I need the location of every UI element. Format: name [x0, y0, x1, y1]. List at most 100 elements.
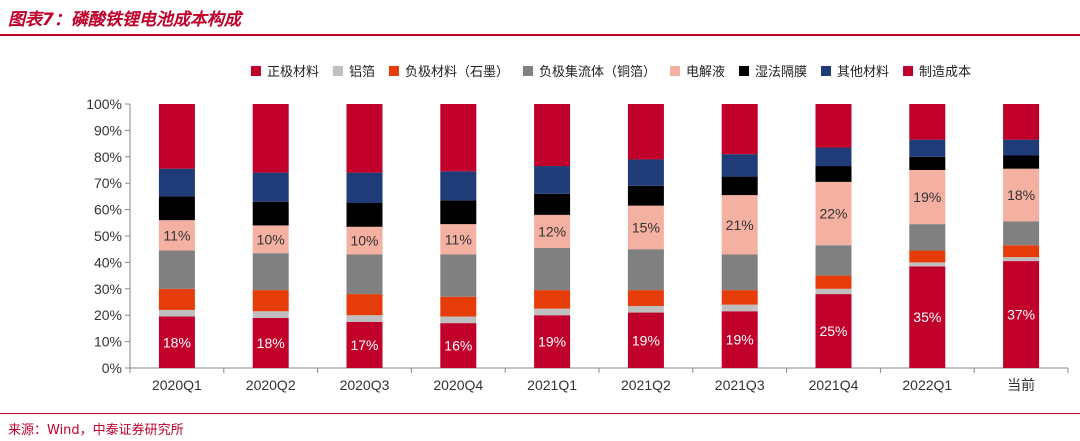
bar-segment: [1003, 261, 1040, 368]
bar-segment: [1003, 139, 1040, 156]
legend-swatch: [332, 66, 343, 76]
bar-segment: [909, 104, 946, 140]
bars: [158, 104, 1040, 368]
data-label: 17%: [350, 337, 378, 353]
legend-item: 制造成本: [903, 65, 971, 80]
bar-segment: [440, 316, 477, 324]
legend-swatch: [522, 66, 533, 76]
data-label: 25%: [819, 323, 847, 339]
data-label: 19%: [726, 332, 754, 348]
bar-segment: [440, 254, 477, 297]
bar-segment: [815, 288, 852, 295]
data-label: 22%: [819, 206, 847, 222]
bar-segment: [534, 308, 571, 316]
y-tick-label: 50%: [94, 228, 122, 244]
bar-segment: [627, 249, 664, 291]
bar-segment: [815, 181, 852, 246]
bar-segment: [534, 214, 571, 248]
bar-segment: [252, 290, 289, 312]
bar-segment: [346, 226, 383, 255]
bar-segment: [346, 294, 383, 316]
bar-segment: [627, 104, 664, 160]
bar-segment: [721, 311, 758, 368]
data-label: 11%: [445, 231, 472, 247]
legend-item: 其他材料: [821, 65, 889, 80]
legend-label: 其他材料: [837, 65, 889, 80]
bar-segment: [534, 315, 571, 368]
bar-segment: [158, 309, 195, 317]
bar-segment: [815, 104, 852, 148]
bar-segment: [627, 159, 664, 186]
x-tick-label: 2020Q3: [340, 377, 390, 393]
legend-label: 铝箔: [349, 64, 375, 80]
bar-segment: [346, 254, 383, 295]
y-tick-label: 80%: [94, 149, 122, 165]
y-tick-label: 70%: [94, 175, 122, 191]
bar-segment: [627, 185, 664, 206]
bar-segment: [909, 156, 946, 170]
stacked-bar-chart: 正极材料 铝箔 负极材料（石墨） 负极集流体（铜箔） 电解液 湿法隔膜 其他材料 制造成本 0…: [86, 64, 1069, 393]
bar-segment: [909, 250, 946, 263]
bar-segment: [909, 266, 946, 368]
bar-segment: [440, 224, 477, 255]
bar-segment: [1003, 155, 1040, 169]
bar-segment: [252, 201, 289, 226]
bar-segment: [158, 168, 195, 197]
data-label: 37%: [1007, 307, 1035, 323]
bar-segment: [815, 245, 852, 276]
bar-segment: [158, 250, 195, 289]
bar-segment: [346, 104, 383, 173]
bar-segment: [252, 104, 289, 173]
legend-label: 湿法隔膜: [755, 65, 807, 80]
data-labels: 18% 11% 18% 10% 17% 10% 16% 11% 19% 12% 19% 15% 19% 2…: [163, 187, 1035, 353]
bar-segment: [252, 253, 289, 291]
data-label: 12%: [538, 223, 566, 239]
y-tick-label: 60%: [94, 202, 122, 218]
bar-segment: [252, 311, 289, 318]
bar-segment: [534, 193, 571, 215]
bar-segment: [815, 275, 852, 289]
bar-segment: [721, 154, 758, 177]
legend-swatch: [250, 66, 261, 76]
bar-segment: [440, 296, 477, 317]
source-note: 来源：Wind，中泰证券研究所: [8, 423, 184, 438]
bar-segment: [1003, 168, 1040, 222]
legend-item: 铝箔: [332, 64, 375, 80]
data-label: 19%: [632, 332, 660, 348]
x-tick-label: 2021Q2: [621, 377, 671, 393]
legend-label: 正极材料: [267, 65, 319, 80]
bar-segment: [721, 254, 758, 291]
x-tick-label: 2020Q1: [152, 377, 202, 393]
data-label: 10%: [257, 231, 285, 247]
bar-segment: [909, 262, 946, 267]
y-tick-label: 100%: [86, 96, 122, 112]
bar-segment: [158, 288, 195, 310]
data-label: 18%: [163, 334, 191, 350]
data-label: 10%: [350, 233, 378, 249]
x-tick-label: 2022Q1: [902, 377, 952, 393]
bar-segment: [627, 312, 664, 368]
bar-segment: [534, 104, 571, 167]
axes: 0% 10% 20% 30% 40% 50% 60% 70% 80% 90% 100% 2020Q1 2…: [86, 96, 1069, 393]
x-tick-label: 2021Q4: [809, 377, 859, 393]
bar-segment: [158, 316, 195, 368]
bar-segment: [534, 247, 571, 291]
bar-segment: [815, 294, 852, 368]
x-tick-label: 当前: [1007, 377, 1035, 393]
legend-item: 正极材料: [250, 65, 319, 80]
legend-item: 电解液: [670, 65, 725, 80]
data-label: 35%: [913, 309, 941, 325]
bar-segment: [534, 166, 571, 194]
x-tick-label: 2021Q1: [527, 377, 577, 393]
data-label: 18%: [1007, 187, 1035, 203]
bar-segment: [158, 104, 195, 169]
bar-segment: [346, 321, 383, 368]
bar-segment: [627, 305, 664, 313]
bar-segment: [1003, 104, 1040, 140]
y-tick-label: 30%: [94, 281, 122, 297]
bar-segment: [1003, 221, 1040, 246]
bar-segment: [721, 290, 758, 305]
data-label: 19%: [913, 189, 941, 205]
y-tick-label: 90%: [94, 122, 122, 138]
bar-segment: [909, 224, 946, 251]
